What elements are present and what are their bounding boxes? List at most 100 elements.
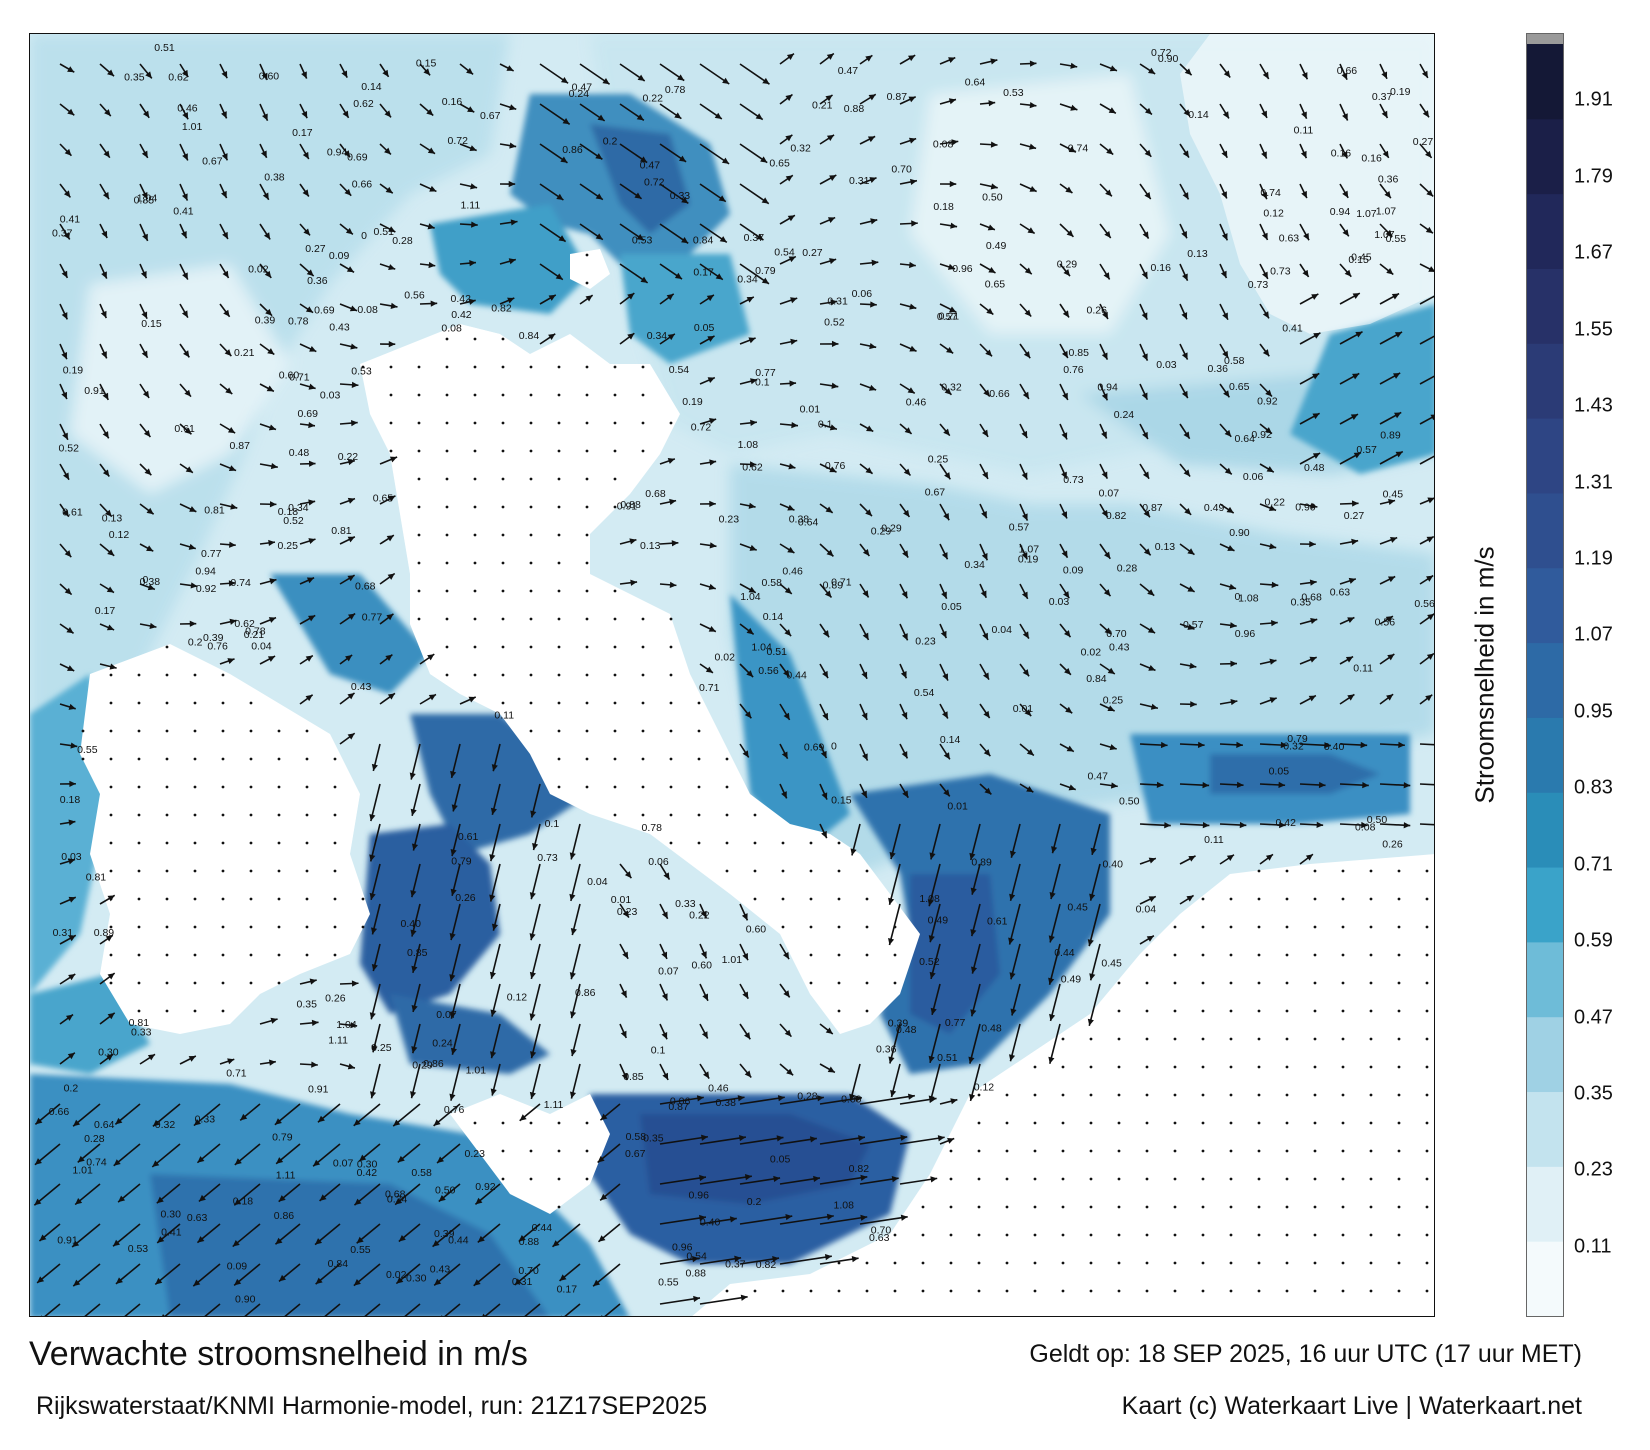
arrow-head	[782, 951, 790, 960]
arrow-head	[1160, 741, 1168, 749]
grid-dot	[277, 813, 281, 817]
arrow-head	[268, 617, 277, 623]
arrow-head	[315, 1277, 323, 1285]
colorbar-step	[1527, 567, 1563, 644]
grid-dot	[501, 673, 505, 677]
grid-dot	[1173, 1065, 1177, 1069]
arrow-head	[850, 848, 857, 856]
arrow-head	[309, 345, 317, 352]
arrow-head	[749, 461, 757, 468]
current-arrow	[859, 218, 878, 225]
arrow-head	[1026, 786, 1034, 793]
grid-dot	[977, 1121, 981, 1125]
current-arrow	[179, 63, 189, 78]
current-arrow	[59, 703, 76, 710]
grid-dot	[641, 757, 645, 761]
current-arrow	[99, 1053, 114, 1065]
current-arrow	[819, 823, 828, 839]
grid-dot	[1313, 897, 1317, 901]
arrow-shaft	[1048, 943, 1061, 985]
grid-dot	[1425, 1177, 1429, 1181]
current-arrow	[899, 663, 908, 679]
current-arrow	[699, 1023, 709, 1039]
current-arrow	[34, 1103, 61, 1125]
land-islet-1	[570, 249, 610, 289]
arrow-head	[744, 1174, 752, 1181]
arrow-head	[1222, 312, 1228, 320]
arrow-head	[188, 543, 196, 550]
current-arrow	[850, 823, 861, 856]
grid-dot	[641, 785, 645, 789]
speed-value-label: 0.04	[587, 876, 608, 888]
current-arrow	[1419, 455, 1434, 465]
grid-dot	[585, 393, 589, 397]
grid-dot	[725, 841, 729, 845]
grid-dot	[1257, 897, 1261, 901]
current-arrow	[819, 1135, 866, 1145]
land-northeast-strip	[1180, 34, 1434, 334]
current-arrow	[339, 1022, 358, 1029]
arrow-head	[929, 852, 936, 860]
speed-value-label: 0.32	[941, 381, 962, 393]
arrow-head	[671, 540, 679, 547]
arrow-head	[858, 1135, 865, 1142]
current-arrow	[1099, 703, 1115, 712]
grid-dot	[641, 365, 645, 369]
grid-dot	[1145, 1233, 1149, 1237]
current-arrow	[1179, 741, 1205, 749]
speed-value-label: 0.92	[1257, 396, 1278, 408]
current-arrow	[1099, 543, 1111, 560]
arrow-head	[229, 541, 236, 548]
current-arrow	[819, 423, 838, 431]
grid-dot	[1145, 1065, 1149, 1069]
arrow-head	[1344, 269, 1352, 277]
current-arrow	[939, 263, 956, 270]
current-arrow	[1419, 652, 1434, 665]
current-arrow	[1179, 63, 1193, 76]
speed-value-label: 0.70	[871, 1224, 892, 1236]
speed-value-label: 0.45	[1067, 901, 1088, 913]
arrow-head	[426, 108, 434, 116]
grid-dot	[165, 757, 169, 761]
current-arrow	[899, 703, 908, 720]
current-arrow	[59, 858, 76, 865]
arrow-head	[1021, 472, 1028, 480]
current-arrow	[490, 783, 501, 816]
current-arrow	[477, 1223, 501, 1243]
arrow-head	[669, 581, 677, 588]
arrow-head	[411, 965, 418, 973]
arrow-head	[410, 1091, 417, 1099]
current-arrow	[1259, 223, 1269, 241]
grid-dot	[1313, 1177, 1317, 1181]
speed-value-label: 0.58	[626, 1131, 647, 1143]
grid-dot	[1145, 1149, 1149, 1153]
current-arrow	[979, 663, 990, 681]
arrow-head	[1269, 543, 1277, 550]
arrow-head	[737, 1095, 745, 1102]
arrow-head	[663, 872, 670, 880]
grid-dot	[389, 365, 393, 369]
grid-dot	[501, 505, 505, 509]
arrow-head	[162, 1313, 165, 1316]
speed-value-label: 0.73	[537, 852, 558, 864]
grid-dot	[1005, 1121, 1009, 1125]
current-arrow	[139, 143, 149, 159]
arrow-head	[1141, 392, 1148, 400]
speed-value-label: 0.46	[177, 102, 198, 114]
speed-value-label: 0.91	[308, 1084, 329, 1096]
current-arrow	[1379, 411, 1402, 425]
arrow-head	[1061, 511, 1067, 519]
arrow-head	[428, 261, 436, 269]
arrow-head	[1070, 62, 1078, 69]
current-arrow	[409, 743, 421, 780]
arrow-head	[146, 507, 154, 515]
arrow-head	[784, 1029, 792, 1037]
current-arrow	[1059, 663, 1072, 676]
speed-value-label: 0.19	[63, 365, 84, 377]
speed-value-label: 0.32	[155, 1119, 176, 1131]
current-arrow	[1379, 822, 1411, 829]
grid-dot	[1089, 1177, 1093, 1181]
arrow-head	[197, 1156, 205, 1163]
arrow-head	[347, 497, 355, 504]
current-arrow	[1048, 903, 1061, 943]
